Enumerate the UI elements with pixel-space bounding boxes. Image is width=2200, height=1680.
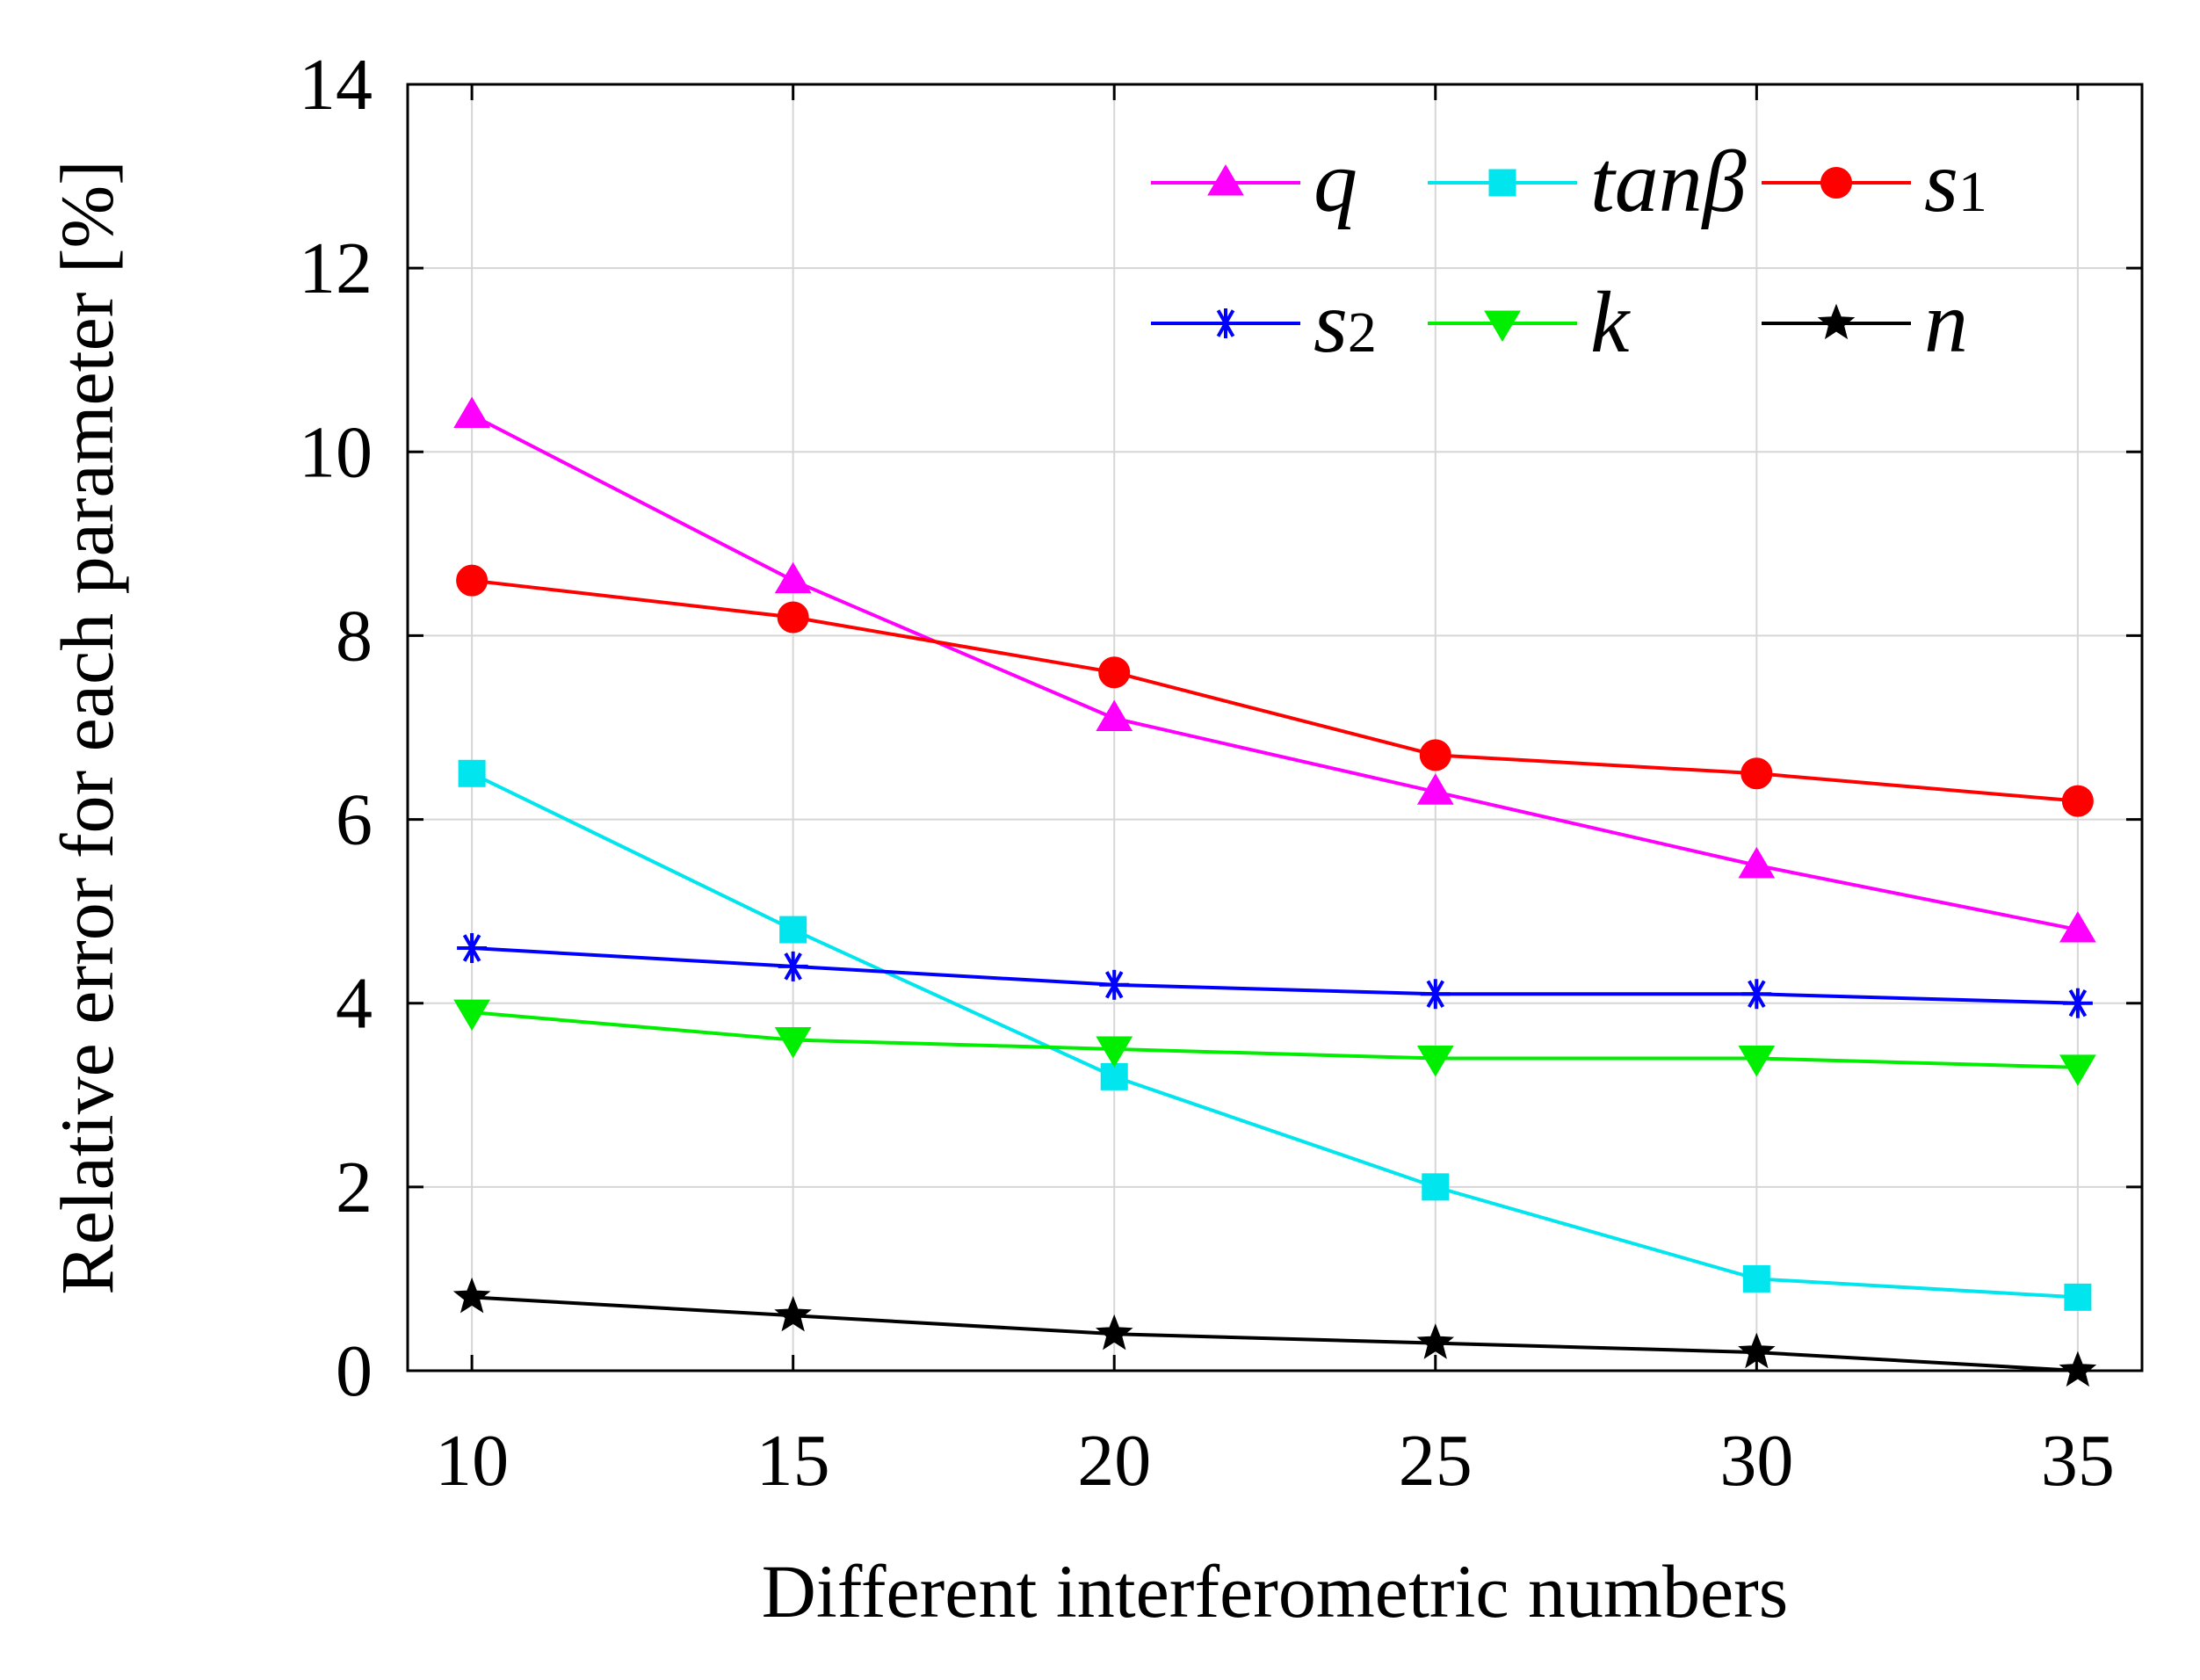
data-point-tanβ (1422, 1173, 1450, 1201)
data-point-n (1095, 1314, 1133, 1351)
data-point-tanβ (2064, 1283, 2092, 1311)
legend-marker-q (1207, 164, 1244, 196)
legend: q tanβ s1 s2 k n (1151, 133, 1987, 371)
legend-marker-s1 (1820, 167, 1852, 199)
series-q (453, 396, 2096, 943)
legend-label-k: k (1590, 273, 1631, 371)
plot-area-frame (406, 83, 2144, 1372)
series-line-s2 (471, 945, 2078, 1005)
series-k (453, 999, 2096, 1086)
series-n (452, 1277, 2097, 1387)
data-point-tanβ (1100, 1062, 1128, 1090)
legend-item-s1: s1 (1762, 133, 1987, 230)
series-s2 (457, 932, 2093, 1018)
data-point-s1 (1419, 739, 1451, 771)
x-tick-label: 25 (1399, 1420, 1473, 1502)
legend-item-s2: s2 (1151, 273, 1377, 371)
y-tick-label: 12 (299, 228, 373, 309)
data-point-tanβ (779, 916, 807, 944)
data-point-q (1416, 773, 1454, 805)
y-tick-label: 6 (336, 779, 373, 861)
data-point-q (1096, 699, 1133, 732)
legend-label-s2: s2 (1313, 273, 1377, 371)
y-tick-label: 4 (336, 963, 373, 1045)
legend-item-n: n (1762, 273, 1968, 371)
data-point-s2 (1099, 969, 1130, 1000)
series-line-k (471, 1010, 2078, 1069)
data-point-q (2059, 911, 2096, 943)
series-line-n (471, 1295, 2079, 1372)
data-point-k (453, 999, 490, 1032)
y-tick-label: 0 (336, 1330, 373, 1412)
legend-marker-n (1817, 303, 1856, 340)
y-tick-label: 14 (299, 44, 373, 126)
data-point-k (774, 1027, 812, 1059)
y-tick-label: 8 (336, 595, 373, 677)
data-point-k (1738, 1045, 1776, 1077)
data-point-k (1416, 1045, 1454, 1077)
legend-label-s1: s1 (1924, 133, 1987, 230)
series-line-tanβ (471, 771, 2079, 1300)
data-point-n (1416, 1323, 1455, 1359)
x-tick-label: 30 (1719, 1420, 1793, 1502)
x-tick-label: 35 (2041, 1420, 2115, 1502)
data-point-q (453, 396, 490, 428)
x-axis-title: Different interferometric numbers (762, 1549, 1788, 1633)
data-point-k (2059, 1054, 2096, 1086)
axis-ticks: 10 15 20 25 30 35 0 2 4 6 8 10 12 14 (299, 44, 2142, 1502)
series-line-s1 (471, 578, 2079, 803)
data-point-tanβ (1742, 1264, 1770, 1293)
data-point-n (774, 1295, 812, 1332)
data-point-tanβ (458, 759, 486, 787)
legend-marker-s2 (1211, 308, 1241, 338)
legend-item-tanβ: tanβ (1428, 133, 1747, 230)
data-point-s1 (1740, 757, 1773, 790)
legend-item-k: k (1428, 273, 1631, 371)
data-point-k (1096, 1036, 1133, 1068)
data-point-s1 (2061, 785, 2094, 817)
data-point-n (452, 1277, 491, 1314)
y-tick-label: 10 (299, 411, 373, 493)
data-point-s2 (778, 951, 808, 981)
series-line-q (471, 413, 2079, 932)
x-tick-label: 15 (756, 1420, 830, 1502)
x-tick-label: 20 (1077, 1420, 1151, 1502)
data-point-s2 (1741, 979, 1772, 1010)
data-point-n (2059, 1351, 2097, 1387)
legend-label-tanβ: tanβ (1590, 133, 1747, 230)
legend-item-q: q (1151, 133, 1357, 230)
data-point-s2 (457, 932, 488, 963)
data-point-s1 (1098, 656, 1131, 689)
data-point-q (774, 561, 812, 594)
series-tanβ (458, 759, 2092, 1311)
data-point-s1 (777, 601, 809, 634)
legend-label-q: q (1313, 133, 1357, 230)
data-point-s1 (456, 564, 488, 597)
y-tick-label: 2 (336, 1147, 373, 1228)
legend-label-n: n (1924, 273, 1968, 371)
y-axis-title: Relative error for each parameter [%] (45, 160, 129, 1295)
x-tick-label: 10 (435, 1420, 509, 1502)
data-point-n (1738, 1332, 1776, 1369)
legend-marker-tanβ (1488, 169, 1516, 197)
data-series (452, 396, 2097, 1387)
data-point-q (1738, 846, 1776, 879)
data-point-s2 (2062, 988, 2093, 1018)
legend-marker-k (1484, 310, 1521, 342)
series-s1 (456, 564, 2094, 817)
data-point-s2 (1420, 979, 1451, 1010)
